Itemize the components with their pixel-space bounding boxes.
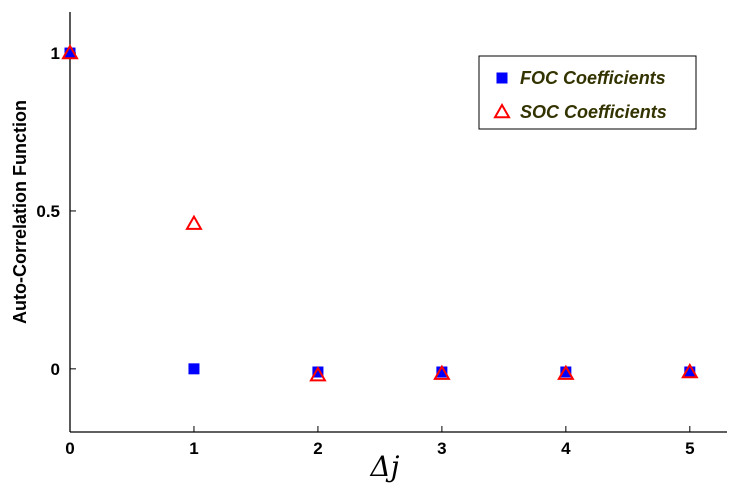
legend-triangle-marker [493,102,511,119]
foc-point [64,47,76,59]
soc-point [557,364,575,380]
x-tick-label: 0 [65,439,74,458]
legend-entry-label: FOC Coefficients [520,68,666,88]
legend-box [478,55,697,130]
axes [69,12,727,433]
x-tick-label: 4 [561,439,571,458]
y-tick-label: 1 [51,44,60,63]
soc-point [433,364,451,380]
legend-square-marker [496,72,508,84]
x-tick-label: 2 [313,439,322,458]
soc-point [309,366,327,382]
x-tick-label: 3 [437,439,446,458]
soc-point [681,362,699,379]
foc-point [436,366,448,378]
foc-point [560,366,572,378]
soc-point [61,44,79,60]
x-tick-label: 1 [189,439,198,458]
data-marks [61,44,699,382]
y-tick-label: 0 [51,360,60,379]
foc-point [684,366,696,378]
foc-point [312,366,324,378]
y-axis-label: Auto-Correlation Function [10,100,30,324]
x-ticks: 0 1 2 3 4 5 [65,426,695,458]
legend-entry-label: SOC Coefficients [520,102,667,122]
x-axis-label: Δj [370,450,400,483]
x-tick-label: 5 [685,439,694,458]
series-square [64,47,696,378]
foc-point [188,363,200,375]
soc-point [185,214,203,230]
series-triangle [61,44,699,382]
legend: FOC Coefficients SOC Coefficients [478,55,697,130]
y-tick-label: 0.5 [36,202,60,221]
